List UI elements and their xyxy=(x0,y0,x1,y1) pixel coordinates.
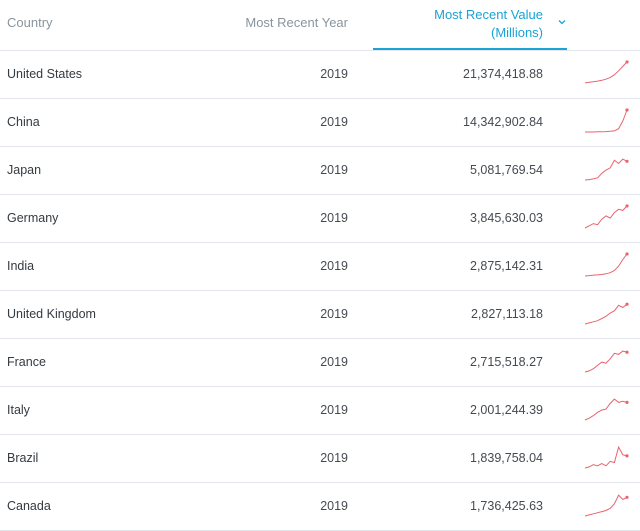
year-cell: 2019 xyxy=(320,211,348,225)
table-row[interactable]: United Kingdom 2019 2,827,113.18 xyxy=(0,291,640,339)
sparkline-path xyxy=(585,109,628,133)
trend-sparkline xyxy=(584,445,629,469)
sparkline-path xyxy=(584,350,628,373)
value-cell: 5,081,769.54 xyxy=(470,163,543,177)
country-cell[interactable]: China xyxy=(7,115,40,129)
country-cell[interactable]: Japan xyxy=(7,163,42,177)
sparkline-end-dot xyxy=(625,495,629,499)
trend-sparkline xyxy=(584,158,629,181)
table-body: United States 2019 21,374,418.88 China 2019 1… xyxy=(0,51,640,531)
sparkline-end-dot xyxy=(625,454,629,458)
sparkline-end-dot xyxy=(625,60,629,64)
table-row[interactable]: United States 2019 21,374,418.88 xyxy=(0,51,640,99)
year-cell: 2019 xyxy=(320,451,348,465)
table-row[interactable]: France 2019 2,715,518.27 xyxy=(0,339,640,387)
country-cell[interactable]: France xyxy=(7,355,46,369)
value-cell: 14,342,902.84 xyxy=(463,115,543,129)
table-row[interactable]: Germany 2019 3,845,630.03 xyxy=(0,195,640,243)
sparkline-end-dot xyxy=(625,159,629,163)
sparkline-path xyxy=(584,303,628,325)
value-cell: 3,845,630.03 xyxy=(470,211,543,225)
sparkline-path xyxy=(584,398,628,421)
year-cell: 2019 xyxy=(320,115,348,129)
year-cell: 2019 xyxy=(320,355,348,369)
table-header: Country Most Recent Year Most Recent Val… xyxy=(0,0,640,51)
trend-sparkline xyxy=(584,204,629,229)
sparkline-path xyxy=(584,445,628,469)
column-header-value-label: Most Recent Value (Millions) xyxy=(434,6,543,42)
table-row[interactable]: China 2019 14,342,902.84 xyxy=(0,99,640,147)
column-header-country[interactable]: Country xyxy=(7,15,53,30)
value-cell: 2,715,518.27 xyxy=(470,355,543,369)
trend-sparkline xyxy=(584,302,629,325)
year-cell: 2019 xyxy=(320,403,348,417)
country-cell[interactable]: Germany xyxy=(7,211,59,225)
trend-sparkline xyxy=(584,60,629,84)
year-cell: 2019 xyxy=(320,67,348,81)
table-row[interactable]: Italy 2019 2,001,244.39 xyxy=(0,387,640,435)
country-cell[interactable]: United States xyxy=(7,67,83,81)
chevron-down-icon[interactable] xyxy=(558,18,566,26)
sparkline-end-dot xyxy=(625,302,629,306)
trend-sparkline xyxy=(584,252,629,277)
country-cell[interactable]: United Kingdom xyxy=(7,307,96,321)
value-cell: 2,875,142.31 xyxy=(470,259,543,273)
sparkline-end-dot xyxy=(625,204,629,208)
country-cell[interactable]: Italy xyxy=(7,403,30,417)
sparkline-end-dot xyxy=(625,108,629,112)
year-cell: 2019 xyxy=(320,163,348,177)
value-cell: 2,827,113.18 xyxy=(470,307,543,321)
table-row[interactable]: India 2019 2,875,142.31 xyxy=(0,243,640,291)
trend-sparkline xyxy=(584,494,629,517)
country-cell[interactable]: Brazil xyxy=(7,451,39,465)
country-cell[interactable]: Canada xyxy=(7,499,51,513)
table-row[interactable]: Canada 2019 1,736,425.63 xyxy=(0,483,640,531)
value-cell: 2,001,244.39 xyxy=(470,403,543,417)
sparkline-path xyxy=(584,494,628,517)
trend-sparkline xyxy=(585,108,629,133)
trend-sparkline xyxy=(584,350,629,373)
year-cell: 2019 xyxy=(320,259,348,273)
column-header-value-line1: Most Recent Value xyxy=(434,7,543,22)
sparkline-end-dot xyxy=(625,350,629,354)
sparkline-end-dot xyxy=(625,252,629,256)
year-cell: 2019 xyxy=(320,307,348,321)
value-cell: 21,374,418.88 xyxy=(463,67,543,81)
country-cell[interactable]: India xyxy=(7,259,35,273)
year-cell: 2019 xyxy=(320,499,348,513)
value-cell: 1,839,758.04 xyxy=(470,451,543,465)
sparkline-path xyxy=(584,205,628,229)
sparkline-path xyxy=(584,61,628,84)
sparkline-path xyxy=(584,253,628,277)
value-cell: 1,736,425.63 xyxy=(470,499,543,513)
sparkline-path xyxy=(584,158,628,181)
column-header-value[interactable]: Most Recent Value (Millions) xyxy=(373,0,567,50)
column-header-value-line2: (Millions) xyxy=(491,25,543,40)
column-header-year[interactable]: Most Recent Year xyxy=(245,15,348,30)
table-row[interactable]: Japan 2019 5,081,769.54 xyxy=(0,147,640,195)
sparkline-end-dot xyxy=(625,400,629,404)
table-row[interactable]: Brazil 2019 1,839,758.04 xyxy=(0,435,640,483)
trend-sparkline xyxy=(584,398,629,421)
